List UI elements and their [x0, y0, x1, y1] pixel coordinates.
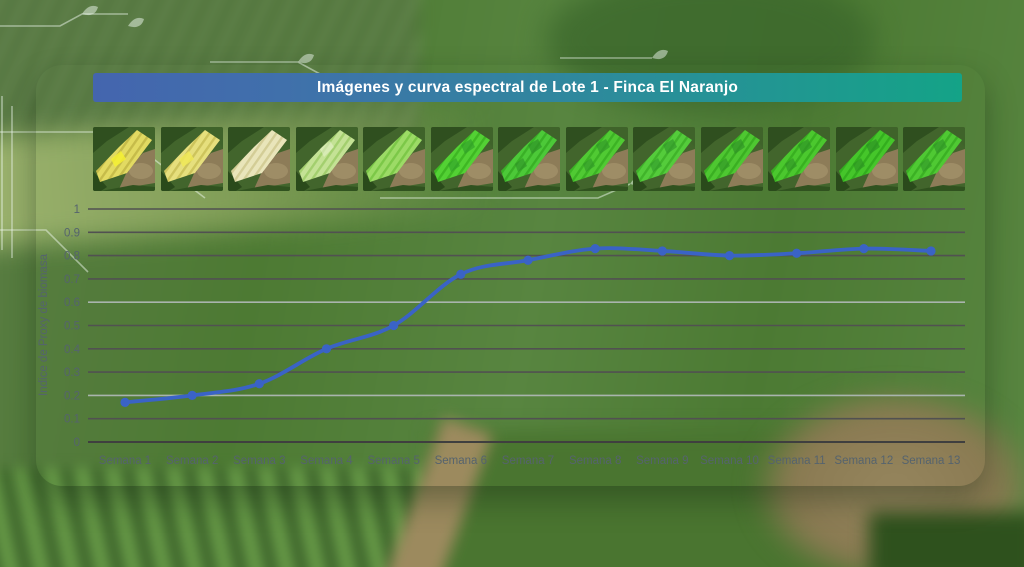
y-tick-label: 0.7	[64, 274, 80, 286]
field-thumbnail-week-9	[633, 127, 695, 191]
field-thumbnail-week-6	[430, 127, 493, 191]
y-tick-label: 0.3	[64, 367, 80, 379]
data-point	[926, 246, 936, 256]
x-axis-label: Semana 8	[569, 455, 621, 467]
field-thumbnail-week-8	[565, 127, 628, 191]
x-axis-label: Semana 7	[502, 455, 554, 467]
y-tick-label: 0.9	[64, 227, 80, 239]
y-tick-label: 0.2	[64, 390, 80, 402]
x-axis-label: Semana 11	[768, 455, 826, 467]
data-point	[724, 251, 735, 261]
y-tick-label: 0.4	[64, 344, 81, 356]
y-tick-label: 0.6	[64, 297, 80, 309]
x-axis-label: Semana 2	[166, 455, 218, 467]
x-axis-label: Semana 3	[233, 455, 285, 467]
data-point	[321, 344, 332, 354]
field-thumbnail-week-10	[700, 127, 763, 191]
x-axis-label: Semana 13	[902, 455, 961, 467]
x-axis-label: Semana 5	[367, 455, 419, 467]
x-axis-label: Semana 4	[300, 455, 353, 467]
report-card: Imágenes y curva espectral de Lote 1 - F…	[36, 65, 985, 486]
data-point	[792, 248, 802, 258]
y-tick-label: 0.1	[64, 414, 80, 426]
data-point	[456, 269, 466, 279]
data-point	[187, 390, 197, 400]
data-point	[254, 379, 264, 389]
field-thumbnail-week-4	[295, 127, 358, 191]
biomass-line-chart: 0 0.1 0.2 0.3 0.4 0.5 0.6 0.7 0.8 0.9 1 Semana 1 Sem…	[38, 204, 965, 467]
data-point	[523, 255, 533, 265]
x-axis-label: Semana 9	[636, 455, 688, 467]
field-thumbnail-week-7	[498, 127, 560, 191]
card-title-bar: Imágenes y curva espectral de Lote 1 - F…	[93, 73, 962, 102]
field-thumbnail-week-1	[93, 127, 155, 191]
y-tick-label: 0.5	[64, 321, 80, 333]
field-thumbnail-week-11	[768, 127, 830, 191]
data-point	[657, 246, 667, 256]
x-axis-label: Semana 10	[700, 455, 759, 467]
y-tick-label: 0.8	[64, 251, 80, 263]
background-corner-field	[869, 512, 1024, 567]
y-tick-label: 1	[74, 204, 80, 216]
field-thumbnail-week-5	[363, 127, 425, 191]
data-point	[859, 244, 869, 254]
data-point	[120, 397, 130, 407]
x-axis-label: Semana 12	[834, 455, 893, 467]
y-tick-label: 0	[74, 437, 80, 449]
x-axis-label: Semana 1	[99, 455, 151, 467]
field-thumbnail-week-3	[228, 127, 290, 191]
field-thumbnail-week-12	[835, 127, 898, 191]
field-thumbnail-week-13	[903, 127, 965, 191]
field-thumbnail-week-2	[160, 127, 223, 191]
data-point	[590, 244, 600, 254]
data-point	[389, 320, 399, 331]
card-title: Imágenes y curva espectral de Lote 1 - F…	[316, 78, 739, 96]
x-axis-label: Semana 6	[435, 455, 487, 467]
y-axis-title: Indice de Proxy de biomasa	[38, 253, 50, 396]
weekly-image-strip	[93, 127, 965, 191]
